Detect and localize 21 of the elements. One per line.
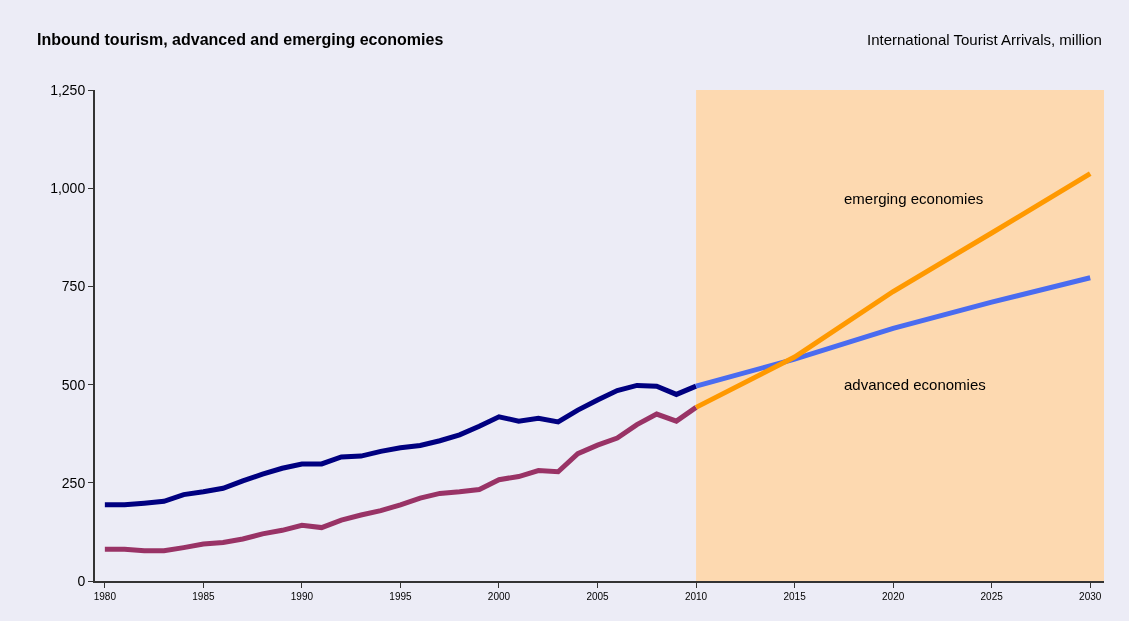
x-tick-label: 2005: [586, 591, 610, 602]
y-axis-title: International Tourist Arrivals, million: [867, 31, 1102, 48]
x-tick-label: 1985: [192, 591, 215, 602]
y-tick-label: 500: [61, 376, 86, 393]
y-tick-label: 1,000: [50, 180, 86, 197]
series-label: emerging economies: [844, 190, 984, 207]
x-tick-label: 2020: [882, 591, 905, 602]
x-tick-label: 1980: [93, 591, 117, 602]
x-tick-label: 2015: [783, 591, 807, 602]
x-tick-label: 2000: [487, 591, 511, 602]
chart-title: Inbound tourism, advanced and emerging economies: [37, 31, 444, 48]
x-tick-label: 2025: [980, 591, 1004, 602]
x-tick-label: 1990: [290, 591, 314, 602]
x-tick-label: 2030: [1079, 591, 1102, 602]
y-tick-label: 1,250: [50, 81, 86, 98]
text: advanced economies: [844, 376, 986, 393]
x-tick-label: 1995: [389, 591, 413, 602]
x-tick-label: 2010: [684, 591, 708, 602]
y-tick-label: 0: [77, 572, 86, 589]
y-tick-label: 750: [61, 278, 86, 295]
y-tick-label: 250: [61, 474, 86, 491]
